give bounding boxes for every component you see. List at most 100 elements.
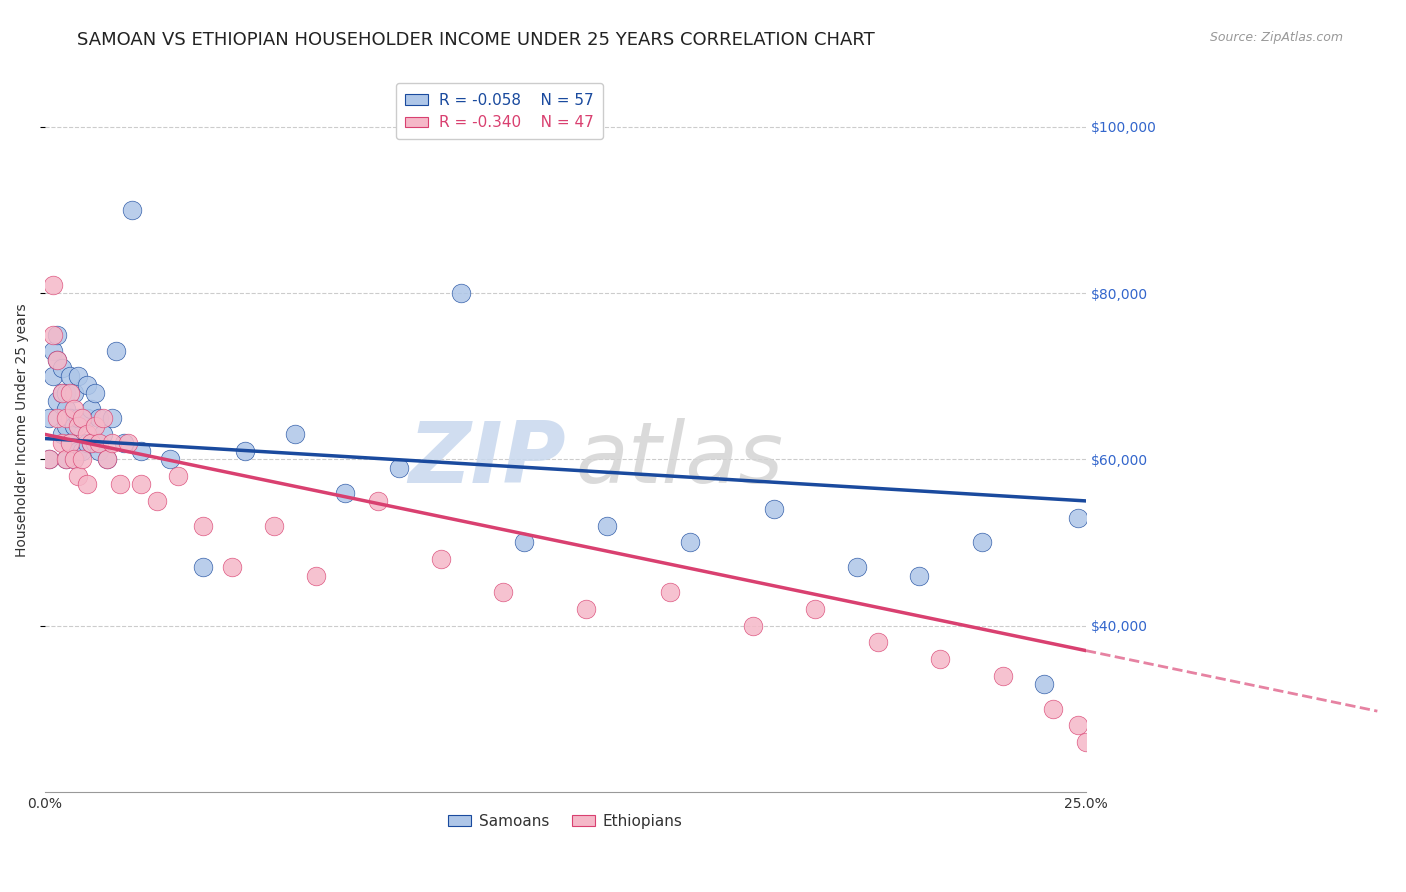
Point [55, 385, 77, 400]
Point [59, 369, 82, 384]
Point [67, 469, 90, 483]
Point [91, 410, 114, 425]
Point [117, 435, 139, 450]
Point [87, 410, 110, 425]
Point [263, 519, 285, 533]
Point [1074, 735, 1097, 749]
Point [76, 435, 98, 450]
Point [76, 377, 98, 392]
Point [762, 502, 785, 516]
Point [59, 435, 82, 450]
Point [129, 477, 152, 491]
Point [55, 452, 77, 467]
Point [1033, 677, 1056, 691]
Point [193, 560, 215, 574]
Point [513, 535, 536, 549]
Point [129, 444, 152, 458]
Point [63, 452, 86, 467]
Point [46, 394, 69, 409]
Point [42, 277, 65, 292]
Text: atlas: atlas [576, 417, 783, 500]
Point [42, 327, 65, 342]
Point [100, 410, 122, 425]
Point [63, 385, 86, 400]
Point [67, 444, 90, 458]
Point [96, 452, 118, 467]
Point [388, 460, 411, 475]
Point [76, 477, 98, 491]
Point [72, 444, 94, 458]
Point [167, 469, 190, 483]
Point [108, 477, 131, 491]
Point [63, 419, 86, 434]
Point [59, 410, 82, 425]
Point [121, 202, 143, 217]
Point [63, 452, 86, 467]
Text: SAMOAN VS ETHIOPIAN HOUSEHOLDER INCOME UNDER 25 YEARS CORRELATION CHART: SAMOAN VS ETHIOPIAN HOUSEHOLDER INCOME U… [77, 31, 875, 49]
Point [51, 385, 73, 400]
Point [51, 360, 73, 375]
Point [87, 444, 110, 458]
Point [80, 435, 103, 450]
Point [658, 585, 681, 599]
Point [84, 419, 107, 434]
Point [42, 344, 65, 359]
Point [67, 410, 90, 425]
Point [866, 635, 889, 649]
Point [51, 385, 73, 400]
Point [193, 519, 215, 533]
Point [55, 419, 77, 434]
Point [367, 494, 389, 508]
Point [1066, 718, 1088, 732]
Point [233, 444, 256, 458]
Point [96, 452, 118, 467]
Point [908, 568, 931, 582]
Point [304, 568, 326, 582]
Point [55, 410, 77, 425]
Point [46, 352, 69, 367]
Point [55, 402, 77, 417]
Point [87, 435, 110, 450]
Point [1066, 510, 1088, 524]
Point [63, 402, 86, 417]
Point [51, 427, 73, 442]
Point [76, 427, 98, 442]
Text: ZIP: ZIP [408, 417, 565, 500]
Point [596, 519, 619, 533]
Point [221, 560, 243, 574]
Point [929, 652, 952, 666]
Point [72, 452, 94, 467]
Point [492, 585, 515, 599]
Point [80, 435, 103, 450]
Point [59, 385, 82, 400]
Point [46, 352, 69, 367]
Point [84, 435, 107, 450]
Point [450, 286, 472, 301]
Point [159, 452, 181, 467]
Point [804, 602, 827, 616]
Point [51, 435, 73, 450]
Point [67, 369, 90, 384]
Point [72, 410, 94, 425]
Point [80, 402, 103, 417]
Point [429, 552, 451, 566]
Point [46, 410, 69, 425]
Point [970, 535, 993, 549]
Point [67, 419, 90, 434]
Point [42, 369, 65, 384]
Point [76, 410, 98, 425]
Point [84, 385, 107, 400]
Point [741, 618, 763, 632]
Point [91, 427, 114, 442]
Point [146, 494, 169, 508]
Point [333, 485, 356, 500]
Point [104, 344, 127, 359]
Text: Source: ZipAtlas.com: Source: ZipAtlas.com [1209, 31, 1343, 45]
Point [46, 327, 69, 342]
Point [38, 452, 60, 467]
Point [38, 452, 60, 467]
Point [112, 435, 135, 450]
Point [59, 435, 82, 450]
Point [38, 410, 60, 425]
Point [72, 410, 94, 425]
